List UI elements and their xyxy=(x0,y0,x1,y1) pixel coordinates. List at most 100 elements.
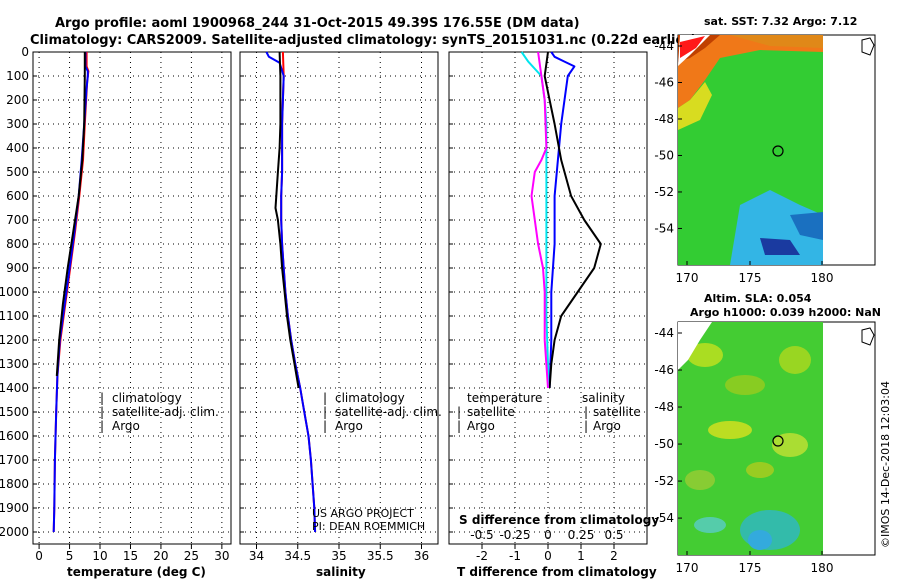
depth-axis-labels: 0 100 200 300 400 500 600 700 800 900 1000 1100 1200… xyxy=(0,45,29,539)
difference-legend: temperature salinity | satellite | Argo … xyxy=(457,391,641,433)
sst-map-title: sat. SST: 7.32 Argo: 7.12 xyxy=(704,15,857,28)
sla-map-title-line2: Argo h1000: 0.039 h2000: NaN xyxy=(690,306,881,319)
project-credit-line2: PI: DEAN ROEMMICH xyxy=(312,520,425,533)
salinity-axis-label: salinity xyxy=(316,565,366,579)
latitude-label: -50 xyxy=(654,437,674,451)
latitude-label: -46 xyxy=(654,75,674,89)
legend-marker-climatology: | xyxy=(100,391,104,405)
depth-tick-label: 400 xyxy=(6,141,29,155)
depth-tick-label: 1100 xyxy=(0,309,29,323)
longitude-label: 175 xyxy=(739,271,762,285)
latitude-label: -54 xyxy=(654,511,674,525)
depth-tick-label: 800 xyxy=(6,237,29,251)
legend-label-s-satellite: satellite xyxy=(593,405,641,419)
sla-high-4 xyxy=(708,421,752,439)
x-tick-label: -2 xyxy=(476,549,488,563)
t-difference-axis-label: T difference from climatology xyxy=(457,565,657,579)
salinity-grid xyxy=(240,51,438,544)
difference-panel: -2 -1 0 1 2 -0.5 -0.25 0 0.25 0.5 S difference f… xyxy=(448,51,659,579)
x-tick-label: 0 xyxy=(544,549,552,563)
depth-tick-label: 2000 xyxy=(0,525,29,539)
x-tick-label: 35.5 xyxy=(367,549,394,563)
depth-tick-label: 500 xyxy=(6,165,29,179)
x-tick-label-top: 0 xyxy=(544,528,552,542)
sst-map-field xyxy=(678,35,823,265)
temperature-axis-label: temperature (deg C) xyxy=(67,565,206,579)
legend-title-salinity: salinity xyxy=(582,391,625,405)
sla-chatham-islands xyxy=(861,327,875,346)
s-difference-axis-label: S difference from climatology xyxy=(459,513,659,527)
legend-marker-climatology: | xyxy=(323,391,327,405)
x-tick-label-top: 0.25 xyxy=(568,528,595,542)
legend-marker-t-satellite: | xyxy=(457,405,461,419)
latitude-label: -44 xyxy=(654,39,674,53)
sst-longitude-labels: 170 175 180 xyxy=(676,261,833,285)
depth-tick-label: 1500 xyxy=(0,405,29,419)
latitude-label: -48 xyxy=(654,400,674,414)
sla-longitude-labels: 170 175 180 xyxy=(676,551,834,575)
sst-map: sat. SST: 7.32 Argo: 7.12 -44 -46 -48 -50 -5… xyxy=(654,15,876,285)
depth-tick-label: 1300 xyxy=(0,357,29,371)
x-tick-label: 30 xyxy=(214,549,229,563)
depth-tick-label: 100 xyxy=(6,69,29,83)
series-line-satellite-adj-clim- xyxy=(265,51,317,533)
sst-cool-water xyxy=(730,190,823,265)
difference-series xyxy=(520,51,602,389)
latitude-label: -54 xyxy=(654,221,674,235)
depth-tick-label: 1800 xyxy=(0,477,29,491)
series-line-t-argo xyxy=(543,51,602,389)
sla-high-5 xyxy=(772,433,808,457)
sla-low-3 xyxy=(694,517,726,533)
x-tick-label: 20 xyxy=(153,549,168,563)
temperature-legend: | climatology | satellite-adj. clim. | A… xyxy=(100,391,219,433)
x-tick-label: 15 xyxy=(123,549,138,563)
x-tick-label: 0 xyxy=(35,549,43,563)
sla-map: Altim. SLA: 0.054 Argo h1000: 0.039 h200… xyxy=(654,292,881,575)
legend-label-climatology: climatology xyxy=(112,391,182,405)
legend-label-climatology: climatology xyxy=(335,391,405,405)
legend-label-t-satellite: satellite xyxy=(467,405,515,419)
latitude-label: -46 xyxy=(654,363,674,377)
s-difference-axis-ticks: -0.5 -0.25 0 0.25 0.5 xyxy=(470,528,623,542)
longitude-label: 180 xyxy=(811,561,834,575)
sst-yellow-band xyxy=(678,82,712,130)
depth-tick-label: 900 xyxy=(6,261,29,275)
figure-title-line2: Climatology: CARS2009. Satellite-adjuste… xyxy=(30,33,697,48)
sst-chatham-islands xyxy=(861,37,875,56)
salinity-series xyxy=(265,51,317,533)
sst-warm-band xyxy=(678,35,823,108)
legend-label-s-argo: Argo xyxy=(593,419,621,433)
x-tick-label-top: -0.5 xyxy=(470,528,493,542)
series-line-argo xyxy=(274,51,300,389)
longitude-label: 170 xyxy=(676,561,699,575)
legend-marker-s-argo: | xyxy=(584,419,588,433)
x-tick-label: 35 xyxy=(331,549,346,563)
temperature-series xyxy=(52,52,90,533)
sla-argo-position-marker xyxy=(772,435,784,447)
legend-marker-satellite: | xyxy=(100,405,104,419)
sst-hot-coast xyxy=(680,36,705,58)
latitude-label: -52 xyxy=(654,185,674,199)
series-line-satellite-adj-clim- xyxy=(52,52,89,533)
legend-label-argo: Argo xyxy=(335,419,363,433)
imos-credit: ©IMOS 14-Dec-2018 12:03:04 xyxy=(879,381,892,548)
salinity-panel: 34 34.5 35 35.5 36 salinity | climatology | … xyxy=(239,51,442,579)
salinity-legend: | climatology | satellite-adj. clim. | A… xyxy=(323,391,442,433)
series-line-s-satellite xyxy=(520,51,549,388)
x-tick-label: 36 xyxy=(414,549,429,563)
depth-tick-label: 300 xyxy=(6,117,29,131)
x-tick-label: 34 xyxy=(249,549,264,563)
sla-high-1 xyxy=(687,343,723,367)
sla-high-3 xyxy=(779,346,811,374)
latitude-label: -48 xyxy=(654,112,674,126)
depth-tick-label: 1000 xyxy=(0,285,29,299)
legend-title-temperature: temperature xyxy=(467,391,542,405)
series-line-t-satellite xyxy=(548,51,576,389)
sla-land-nz xyxy=(678,322,712,370)
x-tick-label: 10 xyxy=(92,549,107,563)
legend-marker-t-argo: | xyxy=(457,419,461,433)
legend-marker-argo: | xyxy=(323,419,327,433)
latitude-label: -52 xyxy=(654,474,674,488)
sla-high-2 xyxy=(725,375,765,395)
